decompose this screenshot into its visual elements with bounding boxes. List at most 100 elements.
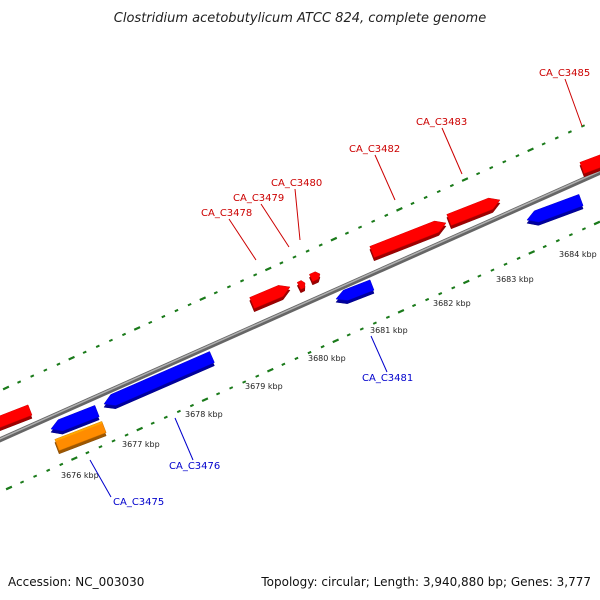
lower-tick (98, 445, 103, 449)
upper-tick (253, 273, 258, 277)
gene-label-ca-c3481[interactable]: CA_C3481 (362, 373, 413, 384)
gene-label-ca-c3483[interactable]: CA_C3483 (416, 117, 467, 128)
lower-tick (216, 392, 221, 396)
gene-label-ca-c3478[interactable]: CA_C3478 (201, 208, 252, 219)
gene-label-ca-c3480[interactable]: CA_C3480 (271, 178, 322, 189)
lower-tick (359, 327, 364, 331)
upper-tick (344, 231, 350, 235)
scale-label-kb-3680: 3680 kbp (308, 354, 346, 363)
accession-text: Accession: NC_003030 (8, 575, 144, 589)
leader-line-ca-c3479 (260, 203, 290, 248)
lower-tick (46, 468, 51, 472)
upper-tick (43, 368, 48, 372)
gene-feature-ca-c3482[interactable] (369, 220, 447, 262)
upper-tick (30, 374, 35, 378)
genome-backbone (0, 169, 600, 443)
lower-tick (255, 374, 260, 378)
gene-feature-rna[interactable] (54, 421, 107, 455)
gene-feature-ca-c3484[interactable] (526, 194, 584, 226)
upper-tick (384, 213, 389, 217)
genome-summary-text: Topology: circular; Length: 3,940,880 bp… (260, 575, 591, 589)
scale-label-kb-3682: 3682 kbp (433, 299, 471, 308)
gene-feature-ca-c3476[interactable] (103, 351, 215, 409)
gene-features (0, 153, 600, 455)
lower-tick (124, 433, 129, 437)
upper-tick (305, 249, 310, 253)
lower-tick (70, 456, 78, 461)
scale-labels: 3676 kbp 3677 kbp 3678 kbp 3679 kbp 3680 kbp… (61, 250, 597, 480)
upper-tick (449, 183, 454, 188)
gene-label-ca-c3475[interactable]: CA_C3475 (113, 497, 164, 508)
scale-label-kb-3681: 3681 kbp (370, 326, 408, 335)
gene-label-ca-c3485[interactable]: CA_C3485 (539, 68, 590, 79)
upper-tick (148, 320, 153, 325)
gene-feature-left-edge[interactable] (0, 404, 33, 432)
gene-feature-ca-c3483[interactable] (446, 197, 501, 230)
lower-tick (425, 297, 430, 302)
upper-tick (199, 296, 207, 302)
gene-feature-ca-c3480[interactable] (309, 271, 321, 286)
upper-tick (330, 236, 338, 242)
upper-tick (56, 362, 61, 366)
upper-tick (580, 124, 586, 128)
lower-tick (412, 303, 417, 308)
upper-tick (541, 142, 546, 146)
lower-tick (85, 451, 90, 455)
lower-tick-track (5, 220, 600, 491)
scale-label-kb-3679: 3679 kbp (245, 382, 283, 391)
lower-tick (490, 268, 495, 272)
gene-feature-ca-c3481[interactable] (335, 279, 375, 304)
lower-tick (307, 350, 312, 355)
gene-feature-ca-c3479[interactable] (296, 280, 306, 294)
gene-label-ca-c3482[interactable]: CA_C3482 (349, 144, 400, 155)
gene-label-ca-c3479[interactable]: CA_C3479 (233, 193, 284, 204)
leader-line-ca-c3478 (228, 218, 257, 261)
lower-tick (111, 439, 116, 443)
lower-tick (242, 380, 247, 384)
lower-tick (528, 250, 536, 255)
upper-tick (95, 344, 100, 348)
lower-tick (266, 367, 274, 373)
lower-tick (59, 462, 64, 467)
lower-tick (516, 256, 521, 260)
upper-tick (567, 130, 572, 134)
lower-tick (372, 321, 377, 325)
lower-tick (462, 279, 470, 285)
gene-feature-ca-c3478[interactable] (249, 285, 291, 313)
leader-line-ca-c3476 (174, 417, 194, 461)
upper-tick (489, 166, 494, 170)
upper-tick (318, 243, 323, 247)
lower-tick (33, 474, 38, 478)
scale-label-kb-3683: 3683 kbp (496, 275, 534, 284)
upper-tick (213, 291, 218, 295)
upper-tick (371, 219, 376, 223)
lower-tick (503, 262, 508, 266)
lower-tick (20, 480, 25, 484)
upper-tick (174, 308, 179, 313)
upper-tick (515, 154, 520, 158)
upper-tick (68, 355, 75, 361)
upper-tick (187, 302, 192, 307)
scale-label-kb-3677: 3677 kbp (122, 440, 160, 449)
upper-tick (292, 255, 297, 259)
lower-tick (163, 415, 168, 419)
leader-line-ca-c3481 (370, 335, 388, 373)
upper-tick (2, 385, 10, 391)
lower-tick (294, 356, 299, 361)
upper-tick (133, 326, 141, 331)
lower-tick (189, 403, 194, 408)
upper-tick (279, 261, 284, 265)
lower-tick (201, 397, 209, 402)
lower-tick (136, 426, 144, 432)
lower-tick (332, 338, 340, 344)
upper-tick (410, 201, 415, 206)
gene-label-ca-c3476[interactable]: CA_C3476 (169, 461, 220, 472)
lower-tick (542, 244, 547, 249)
gene-feature-ca-c3485[interactable] (579, 153, 600, 178)
upper-tick (17, 380, 22, 384)
upper-tick (423, 195, 428, 200)
upper-tick (121, 332, 127, 337)
lower-tick (451, 286, 456, 290)
lower-tick (320, 345, 325, 349)
gene-feature-ca-c3475[interactable] (50, 405, 100, 435)
